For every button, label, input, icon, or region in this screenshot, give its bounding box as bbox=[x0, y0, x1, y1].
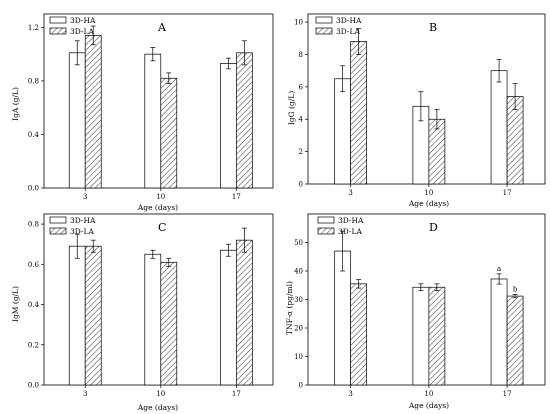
panel-c-xtick-2: 17 bbox=[232, 390, 241, 398]
panel-d-ytick-5: 50 bbox=[294, 239, 303, 247]
panel-d-ytick-1: 10 bbox=[294, 353, 303, 361]
panel-d-xlabel: Age (days) bbox=[408, 401, 449, 410]
panel-d-xtick-2: 17 bbox=[503, 390, 512, 398]
panel-d-xtick-0: 3 bbox=[348, 390, 352, 398]
panel-a-xtick-2: 17 bbox=[232, 193, 241, 201]
panel-a-bar-ha-3 bbox=[68, 52, 86, 189]
panel-a-xlabel: Age (days) bbox=[137, 203, 178, 212]
panel-c-ylabel: IgM (g/L) bbox=[11, 286, 20, 322]
panel-a-ytick-3: 1.2 bbox=[28, 24, 39, 32]
panel-b-legend-label-la: 3D-LA bbox=[336, 27, 360, 36]
panel-b-legend-swatch-la bbox=[315, 27, 333, 35]
panel-a-bar-la-3 bbox=[84, 35, 102, 189]
panel-d-ytick-2: 20 bbox=[294, 325, 303, 333]
panel-c-bar-la-10 bbox=[160, 261, 178, 386]
panel-c-ytick-0: 0.0 bbox=[28, 382, 39, 390]
panel-a-xtick-0: 3 bbox=[83, 193, 87, 201]
panel-b-xtick-2: 17 bbox=[503, 189, 512, 197]
panel-d-legend-label-la: 3D-LA bbox=[338, 227, 362, 236]
panel-b-bar-ha-17 bbox=[490, 70, 508, 185]
panel-d: D TNF-α (pg/ml) Age (days) 3 10 17 0 10 … bbox=[285, 213, 546, 410]
panel-d-legend-swatch-ha bbox=[317, 216, 335, 224]
panel-b-xtick-1: 10 bbox=[424, 189, 433, 197]
panel-a-legend-swatch-ha bbox=[49, 16, 67, 24]
panel-b-ytick-5: 10 bbox=[294, 19, 303, 27]
panel-b-bar-ha-3 bbox=[334, 78, 352, 185]
panel-c-legend-swatch-la bbox=[49, 227, 67, 235]
panel-d-legend-swatch-la bbox=[317, 227, 335, 235]
panel-b-ytick-1: 2 bbox=[299, 148, 303, 156]
panel-c: C IgM (g/L) Age (days) 3 10 17 0.0 0.2 0… bbox=[11, 213, 274, 412]
panel-a-letter: A bbox=[157, 21, 167, 34]
panel-c-bar-la-17 bbox=[236, 239, 253, 386]
panel-c-legend-label-la: 3D-LA bbox=[70, 227, 94, 236]
panel-a-ytick-0: 0.0 bbox=[28, 185, 39, 193]
panel-c-legend-swatch-ha bbox=[49, 216, 67, 224]
panel-d-ytick-0: 0 bbox=[299, 382, 303, 390]
panel-d-legend-label-ha: 3D-HA bbox=[338, 216, 364, 225]
panel-b-ytick-2: 4 bbox=[299, 116, 304, 124]
panel-a-xtick-1: 10 bbox=[156, 193, 165, 201]
panel-d-letter: D bbox=[429, 221, 438, 234]
panel-d-ytick-3: 30 bbox=[294, 296, 303, 304]
panel-c-bar-la-3 bbox=[84, 245, 102, 386]
panel-a-bar-la-17 bbox=[236, 52, 253, 189]
panel-c-ytick-4: 0.8 bbox=[28, 221, 39, 229]
panel-c-bar-ha-17 bbox=[220, 249, 237, 386]
panel-d-annotation-b: b bbox=[513, 285, 518, 293]
panel-a-legend-label-la: 3D-LA bbox=[70, 27, 94, 36]
panel-c-ytick-2: 0.4 bbox=[28, 301, 40, 309]
panel-c-bar-ha-3 bbox=[68, 245, 86, 386]
panel-b: B IgG (g/L) Age (days) 3 10 17 0 2 4 6 8… bbox=[287, 13, 546, 208]
panel-c-xtick-0: 3 bbox=[83, 390, 87, 398]
panel-a-ytick-1: 0.4 bbox=[28, 131, 40, 139]
panel-d-bar-la-17 bbox=[506, 295, 524, 386]
panel-d-bar-ha-10 bbox=[412, 286, 430, 386]
panel-c-ytick-1: 0.2 bbox=[28, 341, 39, 349]
panel-a: A IgA (g/L) Age (days) 3 10 17 0.0 0.4 0… bbox=[11, 13, 274, 212]
panel-a-bar-la-10 bbox=[160, 77, 178, 189]
panel-d-annotation-a: a bbox=[497, 265, 501, 273]
panel-d-ylabel: TNF-α (pg/ml) bbox=[285, 281, 294, 335]
panel-c-xlabel: Age (days) bbox=[137, 403, 178, 412]
panel-a-bar-ha-10 bbox=[144, 53, 162, 189]
panel-a-bar-ha-17 bbox=[220, 63, 237, 189]
panel-b-letter: B bbox=[429, 21, 437, 34]
panel-d-bar-la-3 bbox=[350, 283, 368, 386]
panel-a-legend-label-ha: 3D-HA bbox=[70, 16, 96, 25]
panel-b-ytick-3: 6 bbox=[299, 83, 304, 91]
panel-a-ytick-2: 0.8 bbox=[28, 77, 39, 85]
panel-c-letter: C bbox=[158, 221, 166, 234]
panel-a-ylabel: IgA (g/L) bbox=[11, 87, 20, 121]
panel-c-ytick-3: 0.6 bbox=[28, 261, 40, 269]
panel-d-bar-ha-17 bbox=[490, 278, 508, 386]
panel-b-bar-la-3 bbox=[350, 41, 368, 185]
panel-b-xlabel: Age (days) bbox=[408, 199, 449, 208]
panel-b-legend-label-ha: 3D-HA bbox=[336, 16, 362, 25]
panel-a-legend-swatch-la bbox=[49, 27, 67, 35]
panel-b-ytick-4: 8 bbox=[299, 51, 303, 59]
panel-b-ylabel: IgG (g/L) bbox=[287, 91, 296, 125]
panel-c-bar-ha-10 bbox=[144, 253, 162, 386]
panel-d-bar-la-10 bbox=[428, 286, 446, 386]
panel-b-xtick-0: 3 bbox=[348, 189, 352, 197]
panel-c-xtick-1: 10 bbox=[156, 390, 165, 398]
panel-b-ytick-0: 0 bbox=[299, 181, 303, 189]
panel-c-legend-label-ha: 3D-HA bbox=[70, 216, 96, 225]
panel-d-ytick-4: 40 bbox=[294, 268, 303, 276]
panel-d-xtick-1: 10 bbox=[424, 390, 433, 398]
panel-b-legend-swatch-ha bbox=[315, 16, 333, 24]
